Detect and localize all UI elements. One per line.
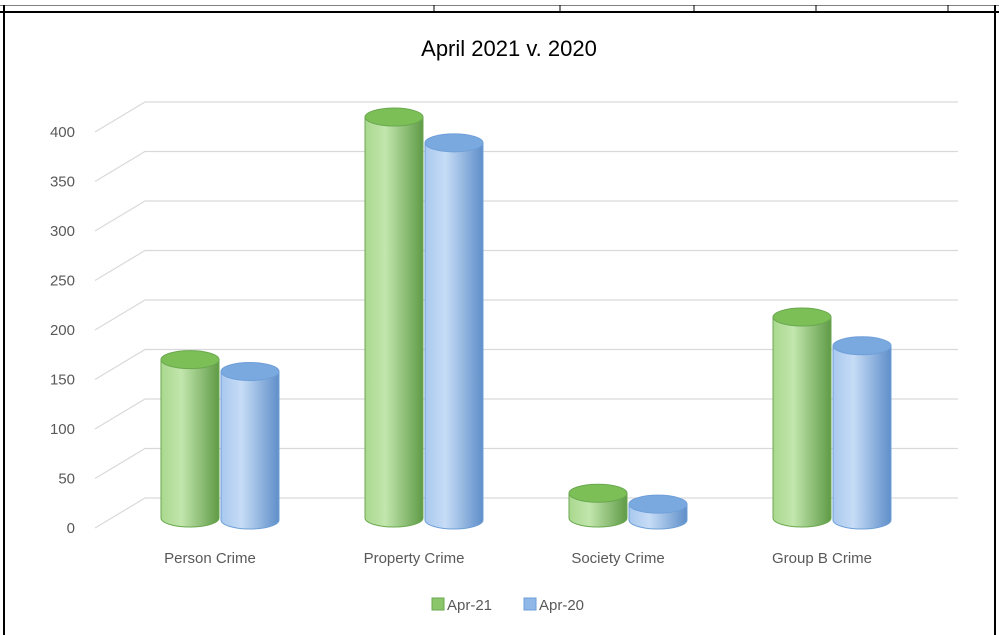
x-tick-label: Group B Crime <box>772 550 872 567</box>
bar-apr-21-group-b-crime <box>772 307 832 528</box>
bar-body <box>424 142 484 530</box>
gridline <box>94 150 958 183</box>
legend-label: Apr-20 <box>539 597 584 614</box>
bar-apr-21-property-crime <box>364 107 424 528</box>
gridline <box>94 447 958 480</box>
y-tick-label: 400 <box>50 124 75 141</box>
x-tick-label: Person Crime <box>164 550 256 567</box>
gridlines <box>94 101 958 529</box>
gridline <box>94 249 958 282</box>
x-tick-label: Property Crime <box>364 550 465 567</box>
x-tick-label: Society Crime <box>571 550 664 567</box>
table-border-lines <box>0 4 999 13</box>
bar-body <box>568 492 628 528</box>
legend-swatch <box>523 597 537 611</box>
bar-apr-20-person-crime <box>220 362 280 530</box>
y-tick-label: 150 <box>50 372 75 389</box>
bar-top <box>568 483 628 503</box>
bar-body <box>832 345 892 530</box>
legend-label: Apr-21 <box>447 597 492 614</box>
bar-top <box>160 350 220 370</box>
y-tick-label: 300 <box>50 223 75 240</box>
bar-top <box>772 307 832 327</box>
x-axis-labels: Person Crime Property Crime Society Crime G… <box>164 550 872 567</box>
chart-frame <box>3 9 996 635</box>
bar-body <box>160 359 220 528</box>
bar-top <box>364 107 424 127</box>
table-border-strip <box>0 0 999 13</box>
bar-apr-21-person-crime <box>160 350 220 528</box>
legend-swatch <box>431 597 445 611</box>
y-tick-label: 100 <box>50 421 75 438</box>
bar-body <box>364 116 424 528</box>
y-tick-label: 50 <box>58 471 75 488</box>
bar-apr-20-group-b-crime <box>832 336 892 530</box>
bar-top <box>424 133 484 153</box>
y-tick-label: 0 <box>67 520 75 537</box>
bar-top <box>628 494 688 514</box>
legend: Apr-21 Apr-20 <box>431 597 584 614</box>
y-tick-label: 250 <box>50 273 75 290</box>
gridline <box>94 497 958 529</box>
y-axis-ticks: 0 50 100 150 200 250 300 350 400 <box>50 124 75 537</box>
y-tick-label: 200 <box>50 322 75 339</box>
bar-body <box>220 371 280 530</box>
bars <box>160 107 892 530</box>
gridline <box>94 299 958 331</box>
bar-apr-20-society-crime <box>628 494 688 530</box>
gridline <box>94 101 958 133</box>
bar-apr-20-property-crime <box>424 133 484 530</box>
gridline <box>94 348 958 381</box>
gridline <box>94 398 958 430</box>
bar-body <box>772 316 832 528</box>
y-tick-label: 350 <box>50 174 75 191</box>
chart-title: April 2021 v. 2020 <box>421 36 597 61</box>
bar-apr-21-society-crime <box>568 483 628 528</box>
bar-top <box>220 362 280 382</box>
gridline <box>94 200 958 232</box>
bar-top <box>832 336 892 356</box>
